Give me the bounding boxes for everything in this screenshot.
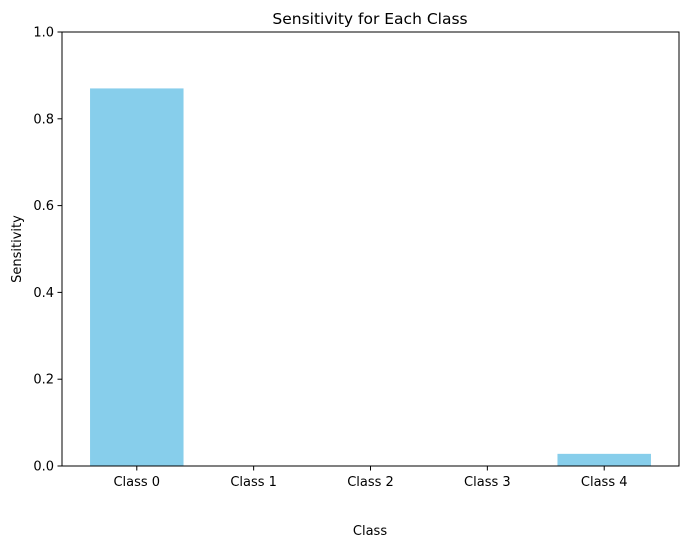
y-tick-label: 1.0 [33, 26, 54, 41]
y-tick-label: 0.4 [33, 286, 54, 301]
y-tick-label: 0.6 [33, 199, 54, 214]
bars-layer [90, 88, 651, 467]
bar-class-0 [90, 88, 184, 467]
x-tick-label: Class 1 [230, 475, 277, 490]
plot-area-frame [61, 31, 680, 467]
bar-class-4 [557, 453, 651, 466]
x-tick-label: Class 2 [347, 475, 394, 490]
chart-title: Sensitivity for Each Class [272, 10, 467, 28]
x-tick-label: Class 3 [464, 475, 511, 490]
x-axis-label: Class [353, 524, 387, 539]
x-tick-label: Class 0 [113, 475, 160, 490]
y-tick-label: 0.2 [33, 373, 54, 388]
y-axis-label: Sensitivity [10, 215, 25, 283]
x-tick-label: Class 4 [581, 475, 628, 490]
y-tick-label: 0.8 [33, 112, 54, 127]
y-axis-ticks: 0.0 0.2 0.4 0.6 0.8 1.0 [33, 26, 62, 475]
y-tick-label: 0.0 [33, 460, 54, 475]
x-axis-ticks: Class 0 Class 1 Class 2 Class 3 Class 4 [113, 466, 628, 490]
